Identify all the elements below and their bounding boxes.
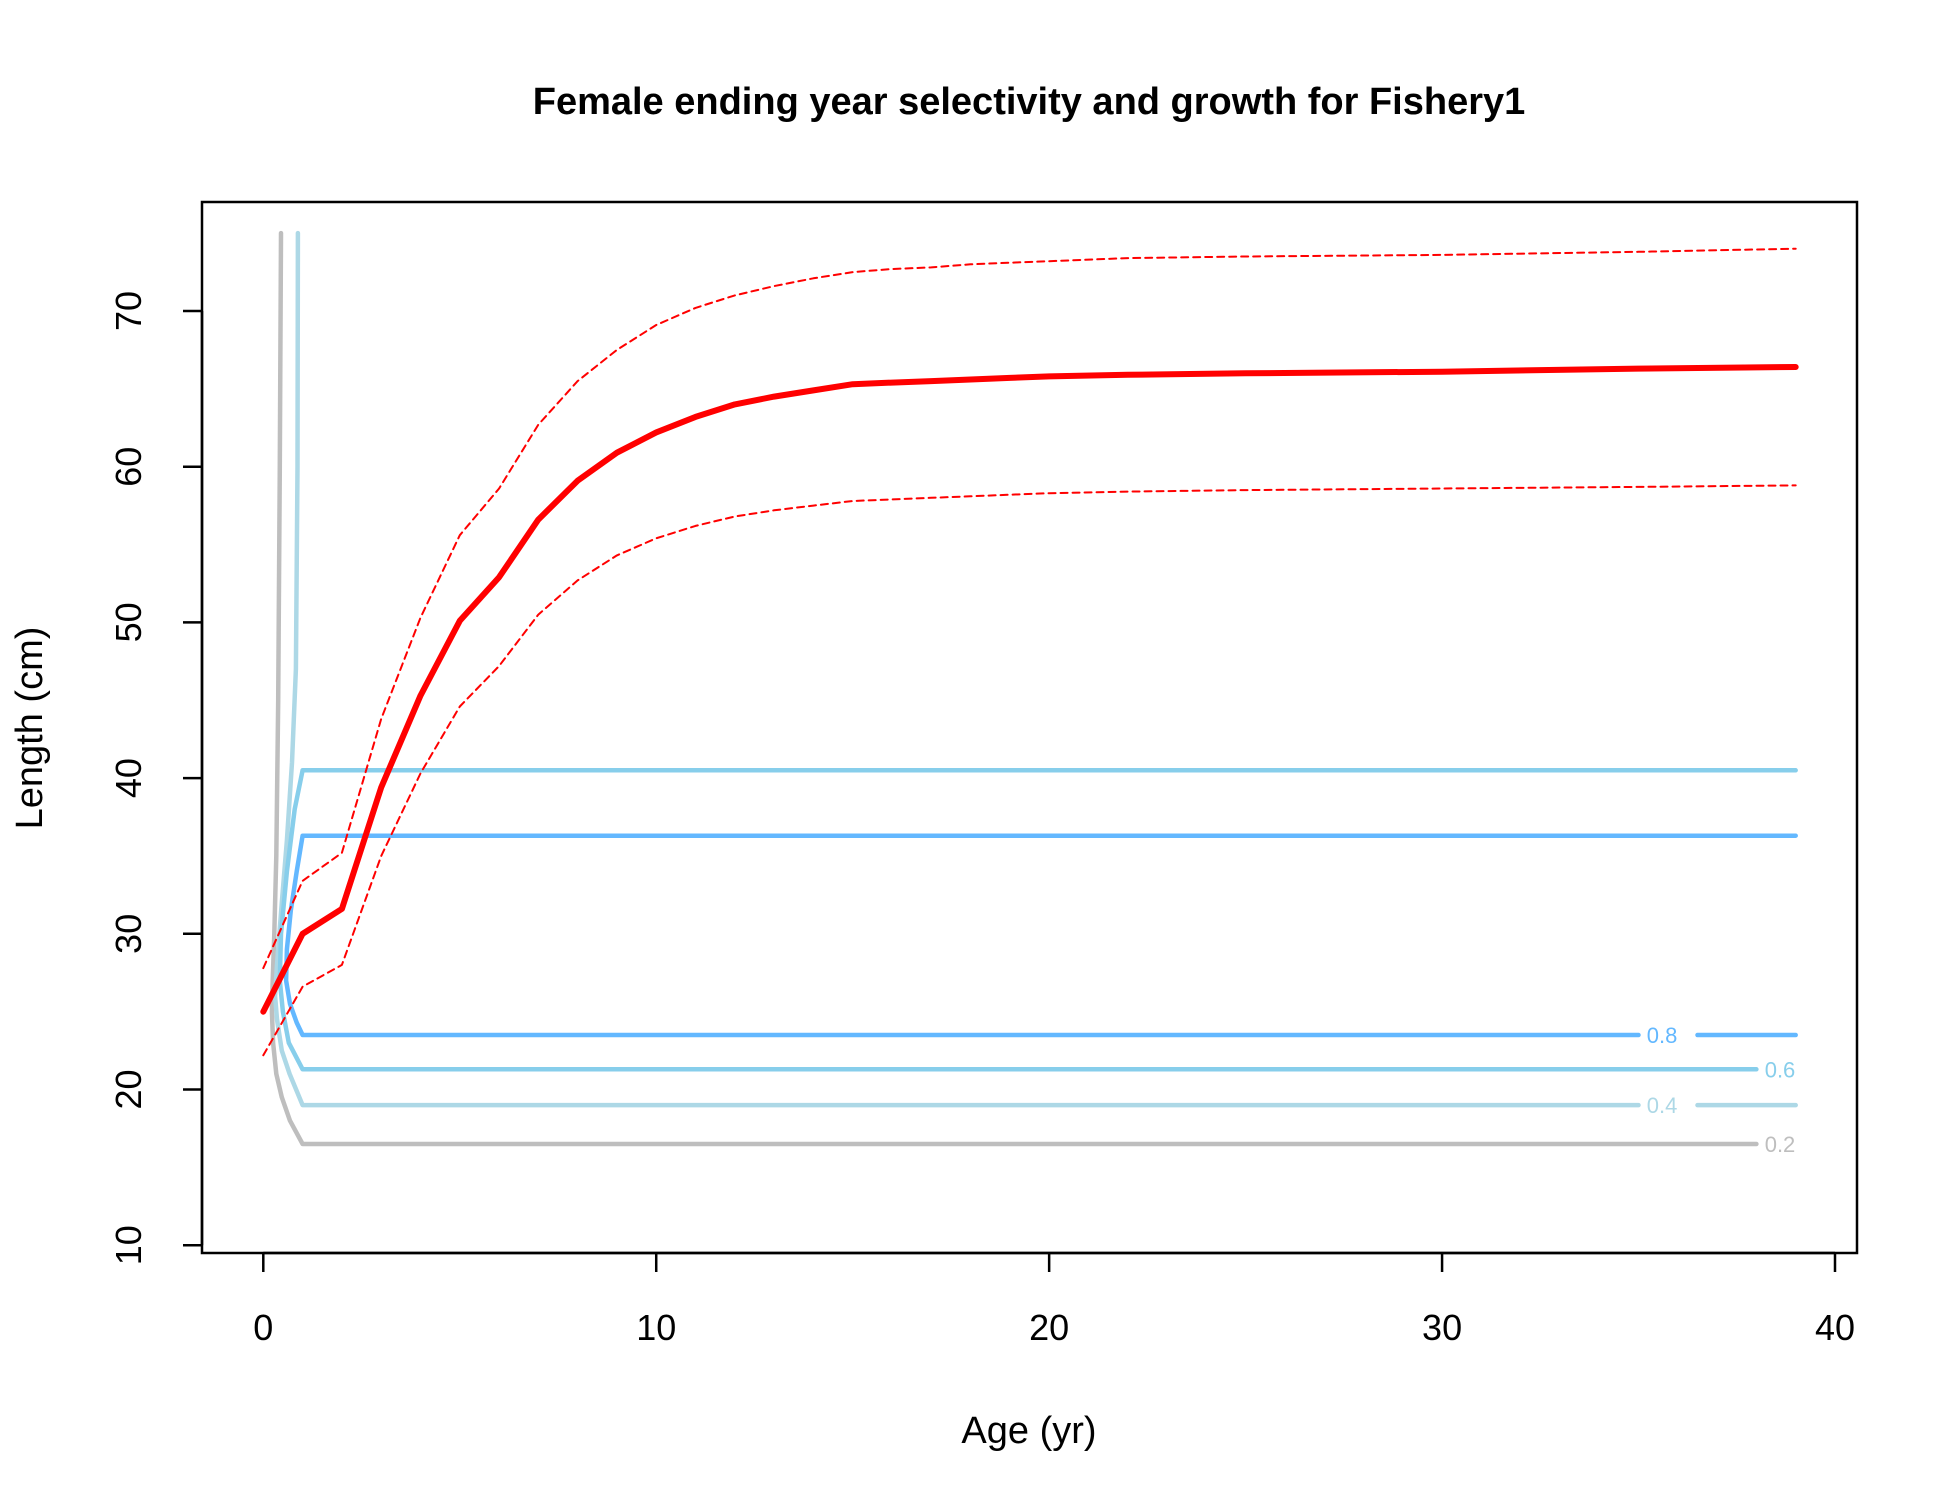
growth-curves bbox=[260, 247, 1799, 1057]
y-tick-label-70: 70 bbox=[108, 291, 149, 331]
x-tick-label-30: 30 bbox=[1422, 1307, 1462, 1348]
x-tick-label-40: 40 bbox=[1815, 1307, 1855, 1348]
contour-label-02: 0.2 bbox=[1765, 1132, 1796, 1157]
x-tick-label-20: 20 bbox=[1029, 1307, 1069, 1348]
y-tick-label-50: 50 bbox=[108, 602, 149, 642]
chart-title: Female ending year selectivity and growt… bbox=[533, 81, 1526, 123]
growth-lower-line bbox=[262, 484, 1797, 1057]
contour-line-06-3 bbox=[277, 768, 1798, 1072]
y-tick-label-20: 20 bbox=[108, 1069, 149, 1109]
y-tick-label-30: 30 bbox=[108, 914, 149, 954]
y-axis: 10 20 30 40 50 60 70 bbox=[108, 291, 204, 1265]
x-axis: 0 10 20 30 40 bbox=[253, 1251, 1855, 1348]
x-tick-label-10: 10 bbox=[636, 1307, 676, 1348]
contour-line-02-0 bbox=[269, 230, 1759, 1147]
growth-upper-line bbox=[262, 247, 1797, 970]
contour-label-08: 0.8 bbox=[1647, 1023, 1678, 1048]
contour-label-04: 0.4 bbox=[1647, 1093, 1678, 1118]
contour-line-04-1 bbox=[272, 230, 1641, 1108]
y-tick-label-60: 60 bbox=[108, 447, 149, 487]
x-tick-label-0: 0 bbox=[253, 1307, 273, 1348]
growth-mean-line bbox=[260, 364, 1799, 1015]
x-axis-label: Age (yr) bbox=[961, 1410, 1096, 1452]
y-tick-label-40: 40 bbox=[108, 758, 149, 798]
y-tick-label-10: 10 bbox=[108, 1225, 149, 1265]
contour-label-06: 0.6 bbox=[1765, 1057, 1796, 1082]
y-axis-label: Length (cm) bbox=[9, 627, 51, 830]
